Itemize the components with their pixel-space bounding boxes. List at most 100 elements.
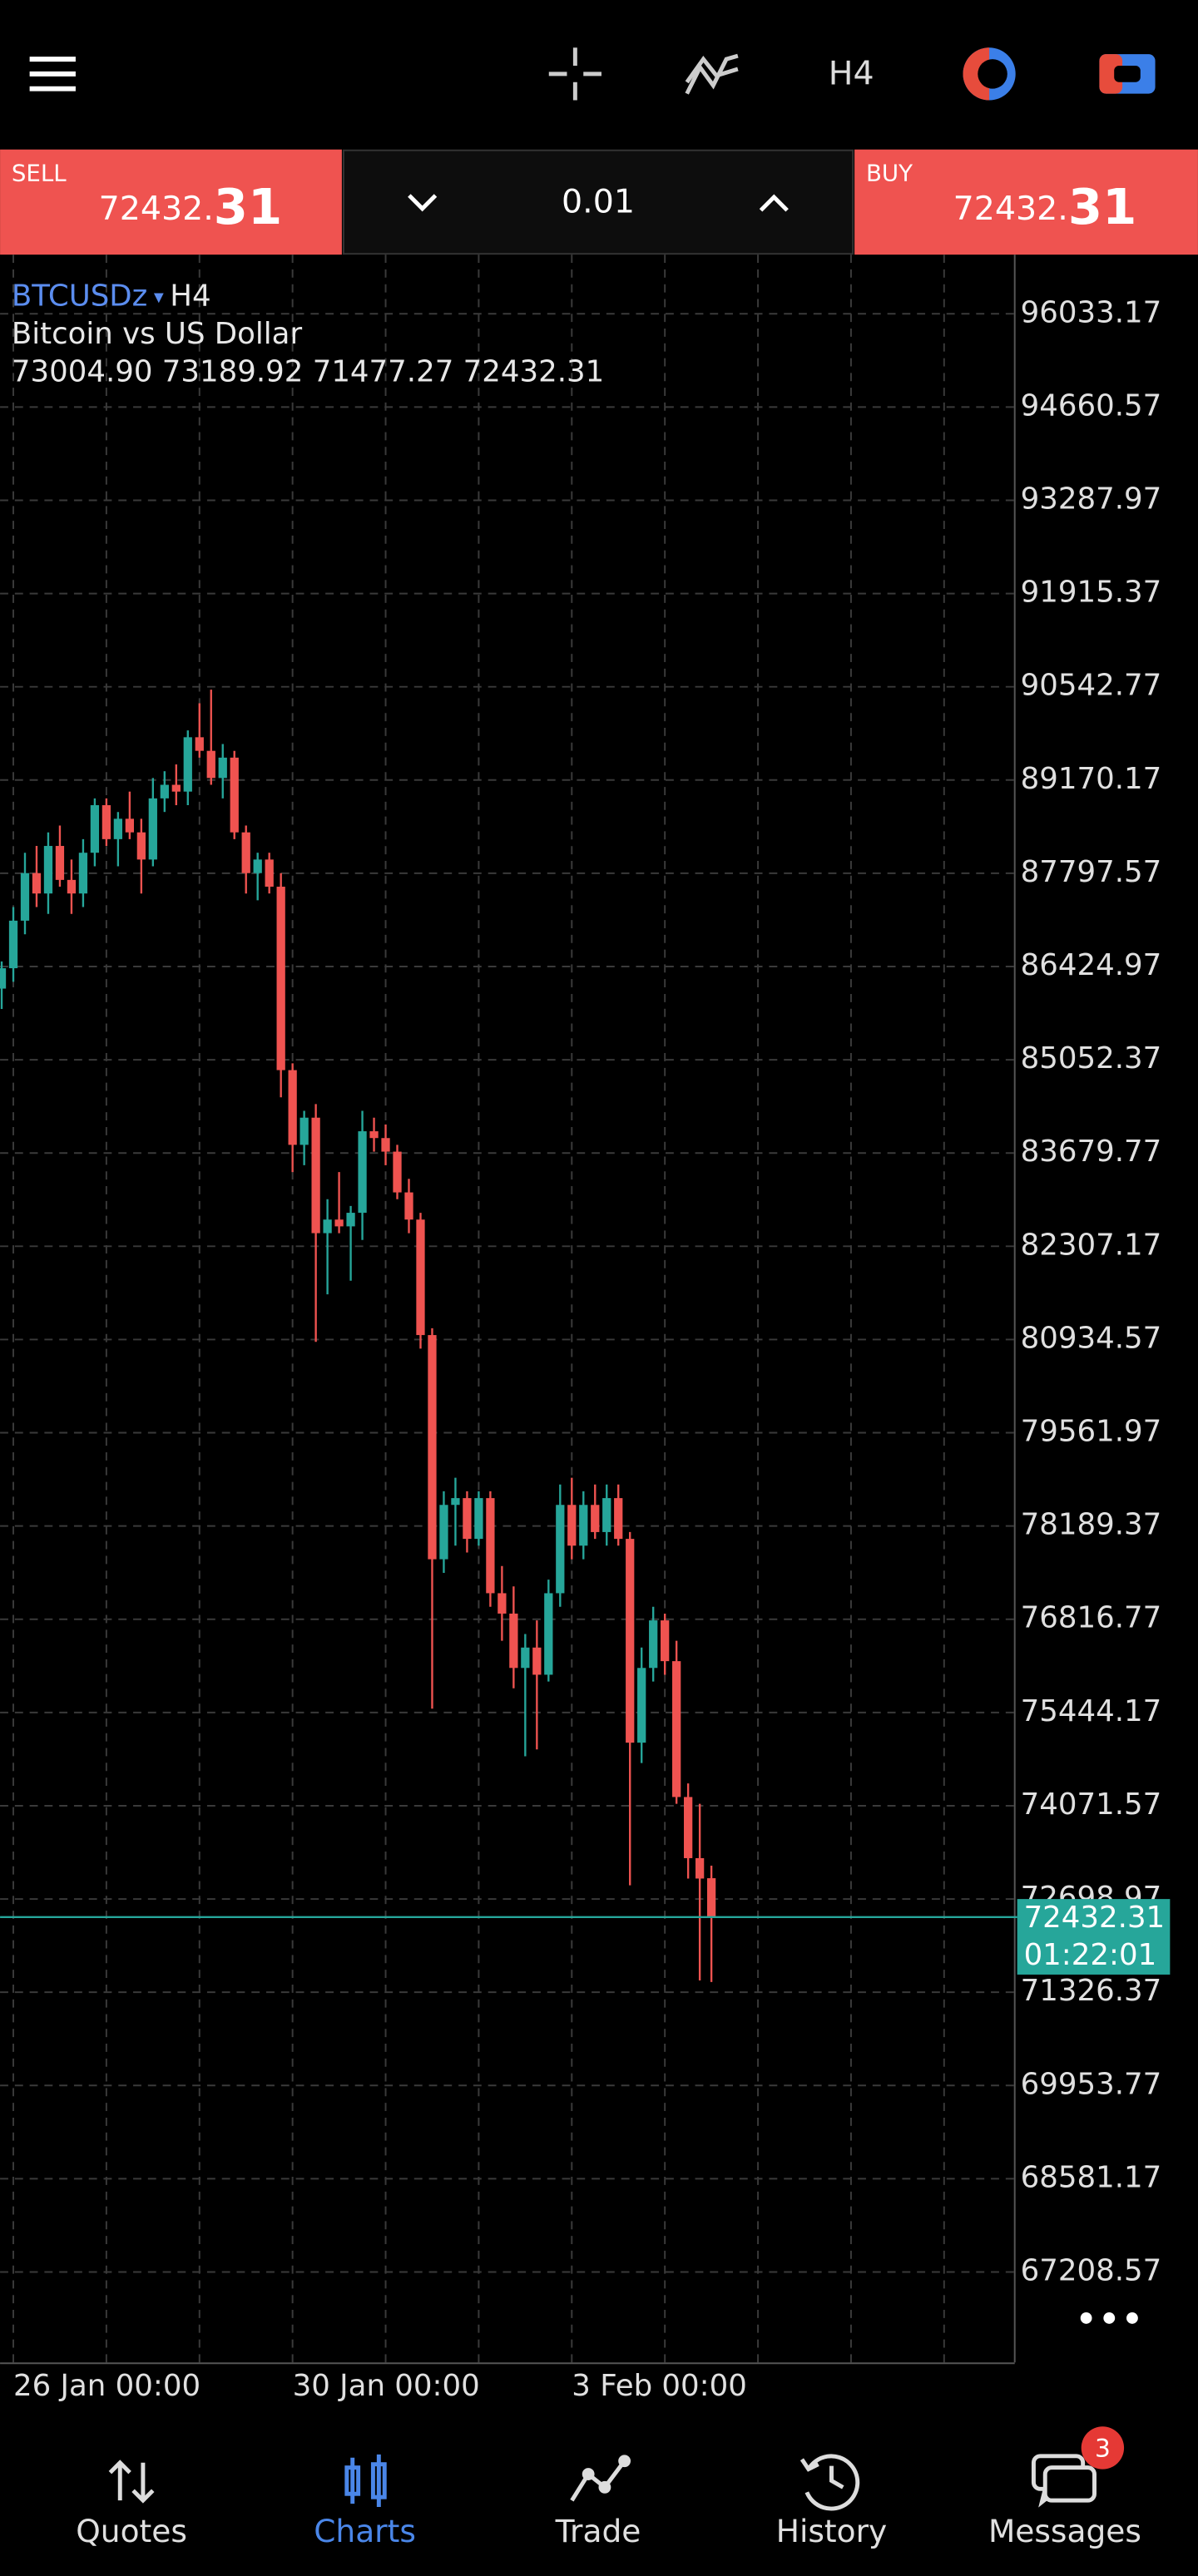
y-tick-label: 67208.57 bbox=[1021, 2253, 1162, 2287]
countdown-label: 01:22:01 bbox=[1024, 1938, 1157, 1972]
candle-body bbox=[32, 873, 42, 894]
y-tick-label: 75444.17 bbox=[1021, 1694, 1162, 1728]
candle-body bbox=[358, 1131, 367, 1214]
symbol[interactable]: BTCUSDz bbox=[12, 279, 147, 313]
trade-toggle-button[interactable] bbox=[1099, 54, 1156, 94]
candle-body bbox=[404, 1192, 413, 1220]
y-tick-label: 85052.37 bbox=[1021, 1041, 1162, 1075]
color-button[interactable] bbox=[963, 47, 1016, 101]
buy-price-main: 72432. bbox=[953, 189, 1068, 227]
messages-badge-count: 3 bbox=[1095, 2434, 1111, 2462]
trade-icon[interactable] bbox=[570, 2455, 631, 2502]
buy-label: BUY bbox=[866, 159, 913, 186]
y-tick-label: 90542.77 bbox=[1021, 669, 1162, 703]
candle-body bbox=[113, 818, 123, 839]
candle-body bbox=[684, 1797, 693, 1858]
volume-up[interactable] bbox=[759, 194, 789, 212]
y-tick-label: 93287.97 bbox=[1021, 482, 1162, 516]
more-button[interactable] bbox=[1080, 2311, 1138, 2324]
candle-body bbox=[381, 1138, 390, 1152]
candle-body bbox=[428, 1335, 437, 1560]
candle-body bbox=[579, 1505, 588, 1546]
volume-down[interactable] bbox=[408, 194, 438, 212]
candle-body bbox=[509, 1613, 518, 1669]
charts-icon[interactable] bbox=[344, 2454, 387, 2508]
y-tick-label: 83679.77 bbox=[1021, 1135, 1162, 1169]
nav-history[interactable]: History bbox=[776, 2513, 887, 2549]
candle-body bbox=[183, 737, 192, 792]
candle-body bbox=[463, 1498, 472, 1540]
messages-icon[interactable] bbox=[1031, 2454, 1097, 2508]
sell-button[interactable] bbox=[0, 149, 342, 255]
messages-badge bbox=[1081, 2426, 1125, 2470]
candle-body bbox=[393, 1151, 402, 1193]
timeframe-button[interactable]: H4 bbox=[829, 54, 874, 92]
history-icon[interactable] bbox=[799, 2454, 860, 2511]
candle-body bbox=[346, 1213, 355, 1227]
y-tick-label: 78189.37 bbox=[1021, 1508, 1162, 1542]
candle-body bbox=[451, 1498, 460, 1506]
candle-body bbox=[661, 1620, 670, 1662]
nav-messages[interactable]: Messages bbox=[988, 2513, 1141, 2549]
candle-body bbox=[136, 832, 146, 860]
candle-body bbox=[55, 846, 65, 880]
candle-body bbox=[20, 873, 30, 921]
candle-body bbox=[532, 1647, 542, 1675]
candle-body bbox=[706, 1878, 716, 1917]
y-tick-label: 91915.37 bbox=[1021, 576, 1162, 610]
candle-body bbox=[206, 750, 215, 779]
candle-body bbox=[300, 1117, 309, 1145]
candle-body bbox=[8, 920, 18, 969]
candle-body bbox=[311, 1117, 320, 1234]
y-tick-label: 79561.97 bbox=[1021, 1415, 1162, 1449]
crosshair-button[interactable] bbox=[548, 47, 601, 101]
candle-body bbox=[67, 879, 77, 894]
buy-button[interactable] bbox=[854, 149, 1198, 255]
y-tick-label: 80934.57 bbox=[1021, 1321, 1162, 1355]
menu-button[interactable] bbox=[29, 57, 76, 91]
sell-label: SELL bbox=[12, 159, 67, 186]
candle-body bbox=[521, 1647, 530, 1669]
candle-body bbox=[439, 1505, 448, 1560]
candle-body bbox=[556, 1505, 565, 1594]
indicators-button[interactable] bbox=[685, 53, 739, 95]
candle-body bbox=[241, 832, 250, 873]
candle-body bbox=[0, 968, 7, 989]
candle-body bbox=[416, 1219, 425, 1336]
current-price-box bbox=[1017, 1899, 1171, 1975]
nav-trade[interactable]: Trade bbox=[555, 2513, 641, 2549]
x-tick-label: 30 Jan 00:00 bbox=[293, 2369, 480, 2403]
candle-body bbox=[334, 1219, 344, 1227]
y-tick-label: 96033.17 bbox=[1021, 295, 1162, 329]
y-tick-label: 86424.97 bbox=[1021, 948, 1162, 982]
candle-body bbox=[78, 853, 88, 894]
nav-quotes[interactable]: Quotes bbox=[76, 2513, 187, 2549]
candle-body bbox=[323, 1219, 332, 1234]
y-tick-label: 71326.37 bbox=[1021, 1974, 1162, 2008]
candle-body bbox=[171, 784, 181, 792]
candle-body bbox=[649, 1620, 658, 1669]
candle-body bbox=[160, 784, 169, 799]
buy-price-pips: 31 bbox=[1068, 178, 1136, 235]
sell-price: 72432.31 bbox=[99, 178, 283, 235]
candle-body bbox=[125, 818, 134, 833]
y-tick-label: 89170.17 bbox=[1021, 762, 1162, 796]
candle-body bbox=[567, 1505, 577, 1546]
y-tick-label: 68581.17 bbox=[1021, 2160, 1162, 2194]
candle-body bbox=[101, 805, 111, 839]
symbol-description: Bitcoin vs US Dollar bbox=[12, 317, 303, 351]
ohlc-line: 73004.90 73189.92 71477.27 72432.31 bbox=[12, 354, 604, 388]
x-tick-label: 26 Jan 00:00 bbox=[13, 2369, 200, 2403]
y-tick-label: 82307.17 bbox=[1021, 1228, 1162, 1262]
candle-body bbox=[288, 1070, 297, 1145]
candle-body bbox=[369, 1131, 379, 1139]
nav-charts[interactable]: Charts bbox=[314, 2513, 416, 2549]
y-tick-label: 87797.57 bbox=[1021, 855, 1162, 889]
candle-body bbox=[626, 1539, 635, 1743]
candle-body bbox=[637, 1668, 646, 1743]
quotes-icon[interactable] bbox=[108, 2460, 155, 2504]
volume[interactable]: 0.01 bbox=[562, 182, 635, 220]
candle-body bbox=[591, 1505, 600, 1532]
